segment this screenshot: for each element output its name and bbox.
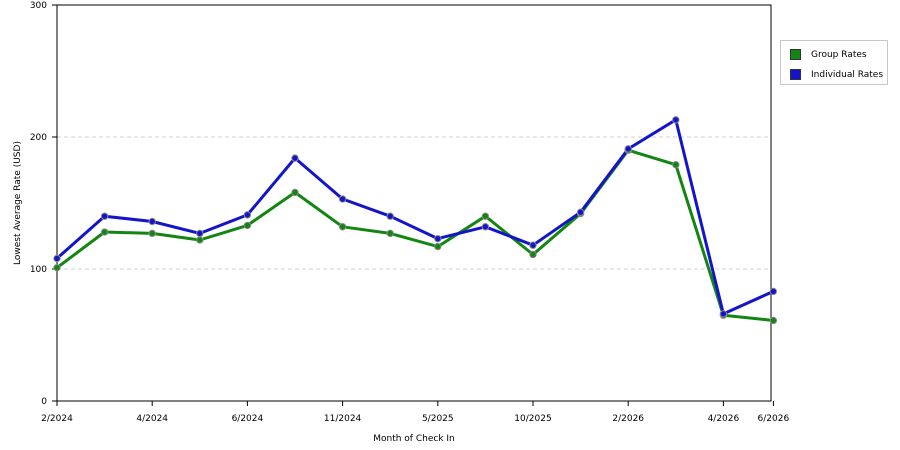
legend-swatch-group — [790, 49, 801, 60]
x-tick-label-10/2025: 10/2025 — [514, 414, 551, 424]
grid-lines — [57, 136, 771, 270]
legend-item-group-rates: Group Rates — [790, 48, 867, 61]
y-tick-label-100: 100 — [30, 265, 47, 275]
data-point-individual-rates-10 — [529, 241, 537, 249]
data-point-group-rates-0 — [53, 263, 61, 272]
data-point-group-rates-4 — [243, 221, 252, 230]
data-point-individual-rates-12 — [624, 145, 632, 153]
y-tick-label-300: 300 — [30, 1, 47, 11]
data-point-group-rates-2 — [148, 229, 156, 238]
data-point-group-rates-5 — [291, 188, 299, 197]
series-line-group-rates — [56, 148, 774, 322]
x-tick-label-6/2026: 6/2026 — [758, 414, 790, 424]
data-point-group-rates-1 — [100, 228, 109, 236]
data-point-group-rates-3 — [196, 236, 204, 244]
series-line-individual-rates — [56, 118, 775, 316]
data-point-individual-rates-2 — [148, 217, 156, 226]
data-point-group-rates-10 — [529, 250, 537, 259]
data-point-individual-rates-3 — [196, 229, 204, 238]
data-point-group-rates-15 — [769, 316, 778, 325]
data-point-individual-rates-6 — [338, 195, 347, 203]
data-point-individual-rates-4 — [243, 211, 252, 219]
data-point-individual-rates-15 — [769, 287, 778, 296]
data-point-group-rates-9 — [481, 212, 490, 220]
data-point-individual-rates-1 — [100, 212, 109, 220]
y-axis-label: Lowest Average Rate (USD) — [13, 141, 23, 265]
x-tick-label-4/2026: 4/2026 — [708, 414, 740, 424]
y-tick-label-0: 0 — [41, 397, 47, 407]
legend-label-individual: Individual Rates — [811, 69, 884, 80]
x-axis-ticks: 2/2024 4/2024 6/2024 11/2024 5/2025 10/2025 2/… — [41, 401, 789, 424]
plot-area-border — [56, 4, 772, 402]
data-point-group-rates-13 — [672, 161, 680, 169]
legend-item-individual-rates: Individual Rates — [790, 68, 883, 81]
data-point-individual-rates-13 — [672, 116, 680, 124]
legend-label-group: Group Rates — [811, 49, 867, 60]
legend-swatch-individual — [790, 69, 801, 80]
x-axis-label: Month of Check In — [373, 434, 455, 444]
data-point-individual-rates-14 — [719, 310, 728, 318]
x-tick-label-2/2026: 2/2026 — [612, 414, 644, 424]
data-point-individual-rates-8 — [434, 234, 442, 243]
legend: Group Rates Individual Rates — [780, 40, 888, 85]
data-point-group-rates-8 — [434, 242, 442, 251]
data-point-individual-rates-9 — [481, 223, 490, 231]
data-point-group-rates-7 — [386, 229, 394, 238]
data-point-individual-rates-0 — [53, 254, 61, 263]
data-point-group-rates-6 — [338, 223, 347, 231]
data-point-individual-rates-5 — [291, 154, 299, 162]
data-point-individual-rates-7 — [386, 212, 394, 220]
data-point-individual-rates-11 — [576, 208, 585, 216]
x-tick-label-4/2024: 4/2024 — [136, 414, 168, 424]
y-tick-label-200: 200 — [30, 133, 47, 143]
x-tick-label-2/2024: 2/2024 — [41, 414, 73, 424]
y-axis-ticks: 0 100 200 300 — [30, 1, 57, 407]
x-tick-label-5/2025: 5/2025 — [422, 414, 454, 424]
x-tick-label-6/2024: 6/2024 — [232, 414, 264, 424]
series-lines — [53, 116, 778, 325]
x-tick-label-11/2024: 11/2024 — [324, 414, 362, 424]
